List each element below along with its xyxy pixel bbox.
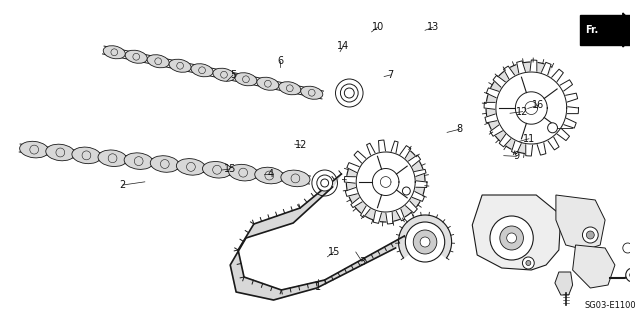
- Text: Fr.: Fr.: [586, 25, 598, 35]
- Circle shape: [405, 222, 445, 262]
- Text: 10: 10: [372, 22, 384, 32]
- Ellipse shape: [191, 64, 213, 77]
- Polygon shape: [486, 62, 552, 153]
- Text: 11: 11: [523, 134, 535, 144]
- Ellipse shape: [255, 167, 284, 184]
- Circle shape: [403, 187, 410, 195]
- Polygon shape: [556, 195, 605, 250]
- Polygon shape: [344, 140, 427, 224]
- Circle shape: [630, 272, 636, 278]
- Circle shape: [500, 226, 524, 250]
- Ellipse shape: [20, 141, 49, 158]
- Circle shape: [623, 243, 632, 253]
- Circle shape: [507, 233, 516, 243]
- Text: 6: 6: [277, 56, 284, 66]
- Polygon shape: [230, 174, 404, 300]
- Ellipse shape: [279, 82, 301, 95]
- Ellipse shape: [72, 147, 101, 164]
- Circle shape: [626, 268, 639, 282]
- Polygon shape: [573, 245, 615, 288]
- Ellipse shape: [301, 86, 323, 99]
- Circle shape: [490, 216, 533, 260]
- Circle shape: [522, 257, 534, 269]
- Circle shape: [413, 230, 437, 254]
- Polygon shape: [372, 168, 399, 196]
- Circle shape: [344, 88, 354, 98]
- Text: 8: 8: [456, 124, 463, 134]
- Text: SG03-E1100: SG03-E1100: [584, 301, 636, 310]
- Circle shape: [582, 227, 598, 243]
- Ellipse shape: [281, 170, 310, 187]
- Text: 1: 1: [315, 282, 321, 292]
- Polygon shape: [484, 60, 579, 156]
- Ellipse shape: [235, 73, 257, 86]
- Polygon shape: [496, 72, 566, 144]
- Text: 2: 2: [120, 180, 126, 190]
- Ellipse shape: [169, 59, 191, 72]
- Text: 9: 9: [513, 151, 520, 161]
- Text: 13: 13: [427, 22, 439, 32]
- Polygon shape: [623, 13, 639, 47]
- Circle shape: [548, 123, 557, 133]
- Text: 7: 7: [387, 70, 394, 80]
- Circle shape: [586, 231, 595, 239]
- Ellipse shape: [125, 50, 147, 63]
- Text: 15: 15: [328, 247, 340, 257]
- Polygon shape: [515, 92, 547, 124]
- Ellipse shape: [147, 55, 169, 68]
- Circle shape: [526, 261, 531, 265]
- Ellipse shape: [177, 159, 205, 175]
- Text: 3: 3: [359, 256, 365, 267]
- Text: 14: 14: [337, 41, 349, 51]
- Text: 4: 4: [268, 169, 274, 179]
- Polygon shape: [555, 272, 573, 295]
- Circle shape: [321, 179, 328, 187]
- Polygon shape: [399, 215, 452, 258]
- Polygon shape: [346, 150, 425, 222]
- Polygon shape: [472, 195, 561, 270]
- Ellipse shape: [202, 161, 232, 178]
- Ellipse shape: [228, 164, 258, 181]
- Circle shape: [317, 175, 333, 191]
- Text: 15: 15: [223, 164, 236, 174]
- Circle shape: [420, 237, 430, 247]
- Polygon shape: [356, 152, 415, 212]
- Ellipse shape: [213, 68, 235, 81]
- Text: 16: 16: [532, 100, 545, 110]
- Circle shape: [340, 84, 358, 102]
- Ellipse shape: [103, 46, 125, 59]
- Ellipse shape: [257, 77, 279, 90]
- Ellipse shape: [98, 150, 127, 167]
- Text: 12: 12: [516, 107, 529, 117]
- Text: 12: 12: [295, 140, 307, 150]
- Ellipse shape: [150, 156, 179, 172]
- Ellipse shape: [124, 153, 153, 169]
- Ellipse shape: [46, 144, 75, 161]
- Text: 5: 5: [230, 70, 236, 80]
- Polygon shape: [580, 15, 630, 45]
